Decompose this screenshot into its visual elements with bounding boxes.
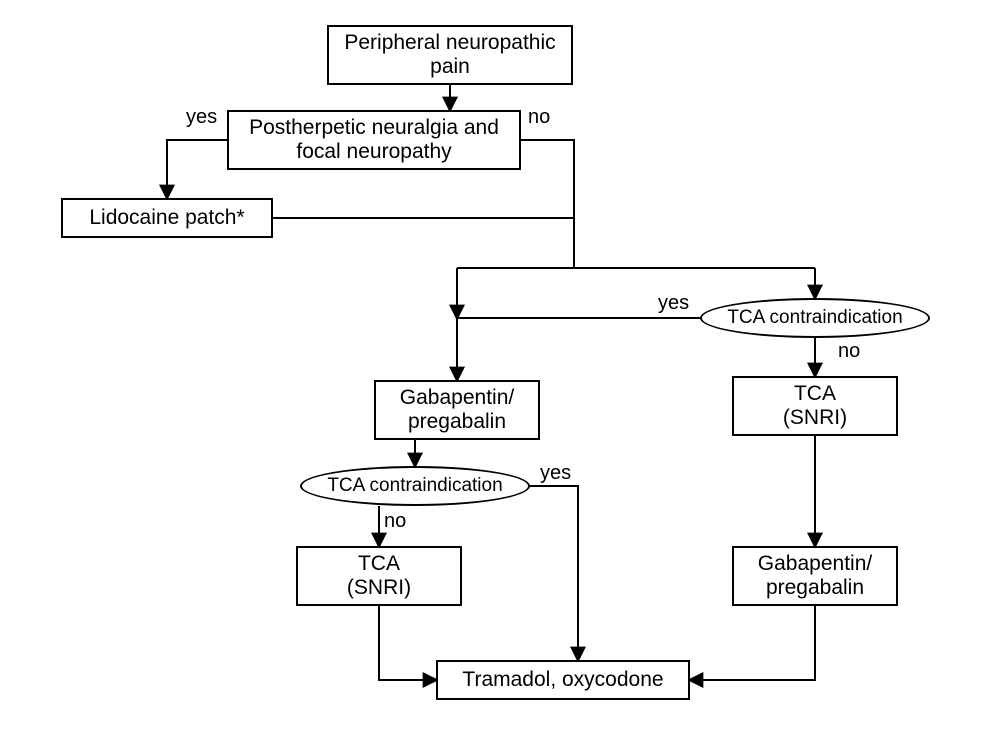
node-gabapentin-1: Gabapentin/pregabalin [374,380,540,440]
node-tca-contra-2: TCA contraindication [300,466,530,506]
node-tca-contra-1-text: TCA contraindication [727,308,902,329]
edge-label-no-3: no [384,510,406,533]
node-tca-contra-2-text: TCA contraindication [327,476,502,497]
node-tramadol-text: Tramadol, oxycodone [462,668,663,692]
node-start-text: Peripheral neuropathicpain [344,31,555,79]
edge-label-no-3-text: no [384,510,406,532]
edge-label-yes-3: yes [540,462,571,485]
edge-label-no-2-text: no [838,340,860,362]
node-phn: Postherpetic neuralgia andfocal neuropat… [227,110,521,170]
node-tramadol: Tramadol, oxycodone [436,660,690,700]
node-tca-snri-2-text: TCA(SNRI) [347,552,411,600]
node-gabapentin-1-text: Gabapentin/pregabalin [400,386,514,434]
edge-label-yes-1-text: yes [186,106,217,128]
node-gabapentin-2: Gabapentin/pregabalin [732,546,898,606]
edge-label-yes-2: yes [658,292,689,315]
edge-label-no-2: no [838,340,860,363]
node-tca-snri-2: TCA(SNRI) [296,546,462,606]
node-phn-text: Postherpetic neuralgia andfocal neuropat… [249,116,499,164]
edge-label-no-1-text: no [528,106,550,128]
node-lidocaine-text: Lidocaine patch* [89,206,244,230]
flowchart-canvas: Peripheral neuropathicpain Postherpetic … [0,0,1005,741]
node-tca-contra-1: TCA contraindication [700,298,930,338]
edge-label-yes-3-text: yes [540,462,571,484]
node-start: Peripheral neuropathicpain [327,25,573,85]
edge-label-no-1: no [528,106,550,129]
edge-label-yes-2-text: yes [658,292,689,314]
edge-label-yes-1: yes [186,106,217,129]
node-tca-snri-1-text: TCA(SNRI) [783,382,847,430]
node-lidocaine: Lidocaine patch* [61,198,273,238]
node-tca-snri-1: TCA(SNRI) [732,376,898,436]
node-gabapentin-2-text: Gabapentin/pregabalin [758,552,872,600]
